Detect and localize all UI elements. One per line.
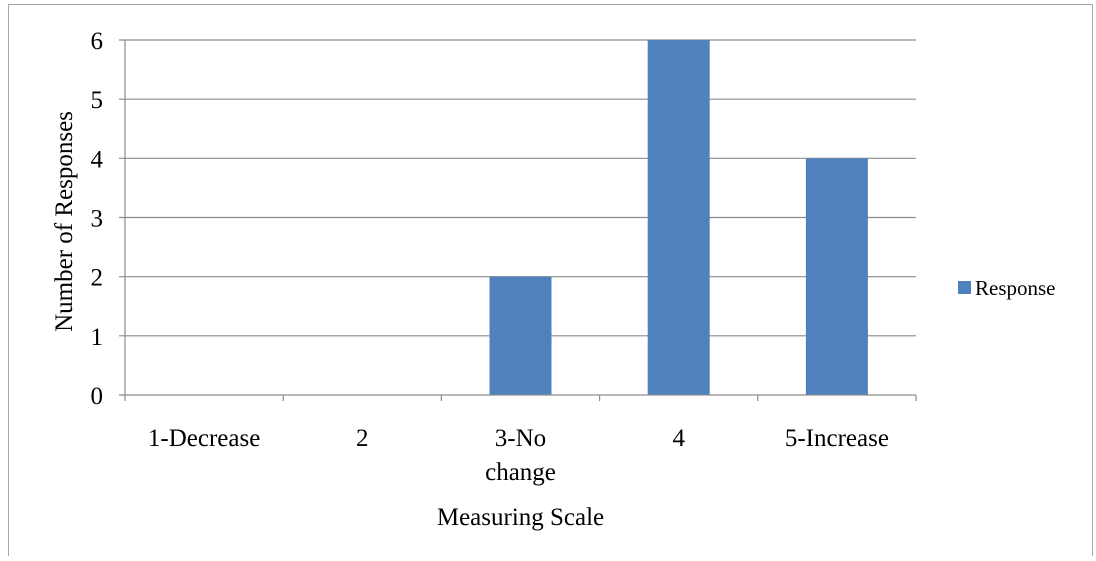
legend-swatch-response	[958, 281, 971, 294]
bar-4	[647, 40, 710, 395]
y-tick-label-3: 3	[91, 206, 104, 233]
x-tick-label-2: 2	[356, 425, 369, 452]
bars	[489, 40, 868, 395]
y-tick-label-6: 6	[91, 28, 104, 55]
x-tick-label-5: 5-Increase	[785, 425, 889, 452]
y-axis-title: Number of Responses	[51, 111, 78, 332]
y-tick-label-0: 0	[91, 383, 104, 410]
x-tick-labels: 1-Decrease 2 3-No change 4 5-Increase	[148, 425, 889, 486]
y-tick-label-4: 4	[91, 146, 104, 173]
x-tick-label-4: 4	[672, 425, 685, 452]
y-tick-label-2: 2	[91, 265, 104, 292]
x-axis-title: Measuring Scale	[437, 504, 604, 531]
bar-5	[805, 158, 868, 395]
x-tick-label-3: 3-No change	[485, 425, 556, 486]
chart-frame	[8, 4, 1093, 556]
bar-3	[489, 276, 552, 395]
legend-label-response: Response	[975, 276, 1056, 300]
x-tick-label-1: 1-Decrease	[148, 425, 260, 452]
y-tick-labels: 0 1 2 3 4 5 6	[91, 28, 104, 410]
legend: Response	[958, 276, 1056, 300]
y-tick-label-1: 1	[91, 324, 104, 351]
axes	[119, 40, 917, 401]
y-tick-label-5: 5	[91, 87, 104, 114]
